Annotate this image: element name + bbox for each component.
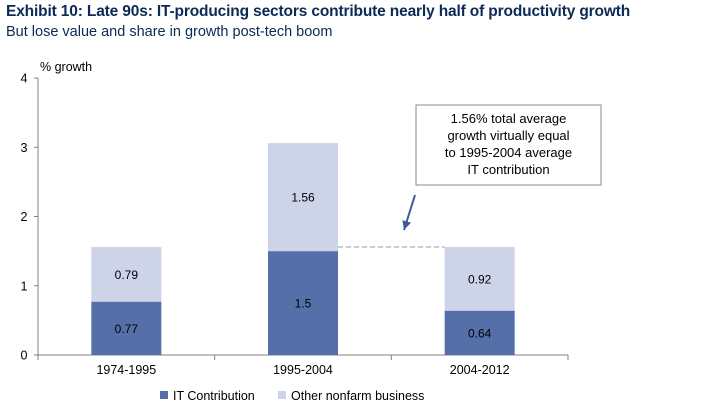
annotation-text: to 1995-2004 average bbox=[445, 145, 572, 160]
legend-swatch bbox=[160, 391, 168, 399]
y-tick-label: 2 bbox=[21, 210, 28, 224]
data-label: 0.79 bbox=[115, 268, 139, 282]
chart-title: Exhibit 10: Late 90s: IT-producing secto… bbox=[6, 3, 631, 20]
data-label: 0.64 bbox=[468, 326, 492, 340]
x-tick-label: 2004-2012 bbox=[450, 363, 510, 377]
data-label: 1.56 bbox=[291, 191, 315, 205]
bar-segment bbox=[444, 310, 515, 355]
data-label: 1.5 bbox=[295, 297, 312, 311]
x-tick-label: 1995-2004 bbox=[273, 363, 333, 377]
y-tick-label: 3 bbox=[21, 141, 28, 155]
annotation-box bbox=[415, 104, 602, 186]
x-tick-label: 1974-1995 bbox=[96, 363, 156, 377]
bar-segment bbox=[268, 251, 338, 355]
bar-segment bbox=[268, 143, 338, 252]
bar-segment bbox=[91, 301, 162, 355]
annotation-text: IT contribution bbox=[467, 162, 549, 177]
y-tick-label: 1 bbox=[21, 279, 28, 293]
legend-swatch bbox=[278, 391, 286, 399]
annotation-arrow-head bbox=[402, 220, 411, 230]
annotation-text: growth virtually equal bbox=[447, 128, 569, 143]
annotation-text: 1.56% total average bbox=[451, 111, 567, 126]
legend-label: IT Contribution bbox=[173, 389, 255, 403]
data-label: 0.77 bbox=[115, 322, 139, 336]
chart-subtitle: But lose value and share in growth post-… bbox=[6, 24, 333, 40]
y-tick-label: 0 bbox=[21, 349, 28, 363]
bar-segment bbox=[444, 246, 515, 311]
legend-label: Other nonfarm business bbox=[291, 389, 424, 403]
data-label: 0.92 bbox=[468, 272, 492, 286]
bar-segment bbox=[91, 246, 162, 302]
y-tick-label: 4 bbox=[21, 72, 28, 86]
y-axis-label: % growth bbox=[40, 60, 92, 74]
